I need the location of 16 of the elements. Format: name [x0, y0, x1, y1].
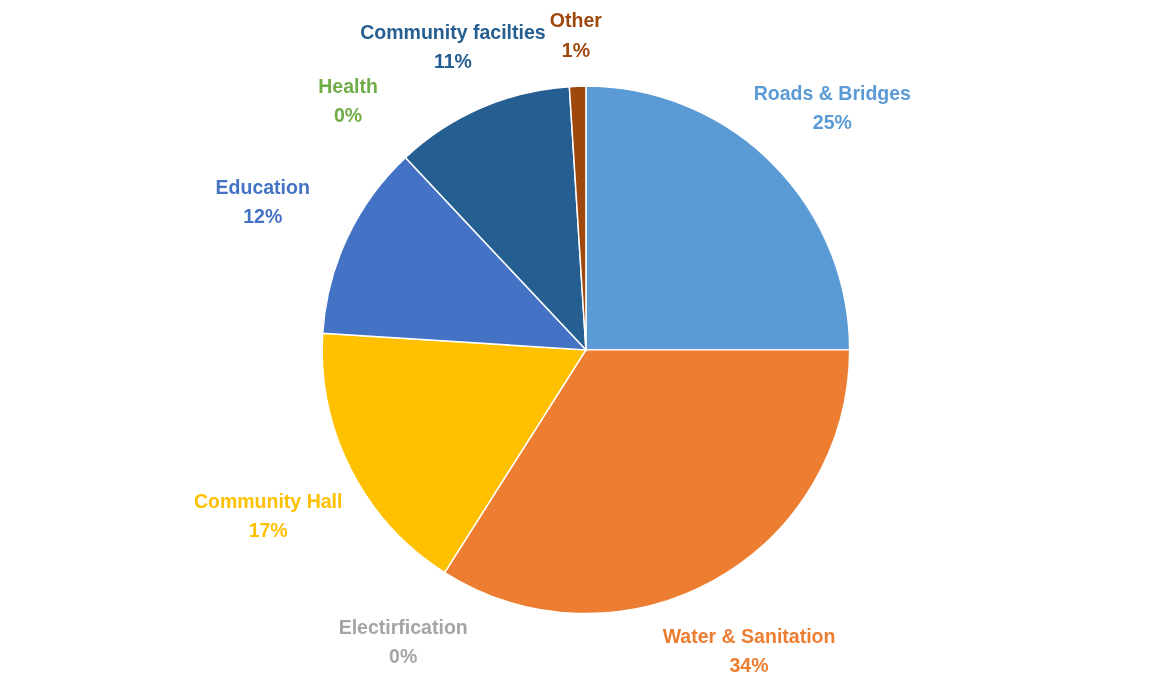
category-label: Electirfication	[338, 615, 468, 638]
data-label: 12%	[243, 205, 283, 228]
slice-label: Water & Sanitation	[662, 624, 836, 647]
slice-label: Community facilties	[360, 20, 546, 43]
data-label: 25%	[812, 110, 852, 133]
data-label: 34%	[729, 653, 769, 676]
data-label: 17%	[248, 519, 288, 542]
text: 0%	[389, 645, 418, 668]
slice-label: Roads & Bridges	[753, 81, 912, 104]
data-label: 11%	[433, 49, 472, 72]
slice-label: Other	[549, 9, 603, 32]
slice-label: Education	[215, 175, 310, 198]
text: 0%	[333, 103, 363, 126]
category-label: Health	[318, 74, 378, 97]
slice-label: Community Hall	[193, 489, 343, 512]
data-label: 1%	[561, 38, 591, 61]
